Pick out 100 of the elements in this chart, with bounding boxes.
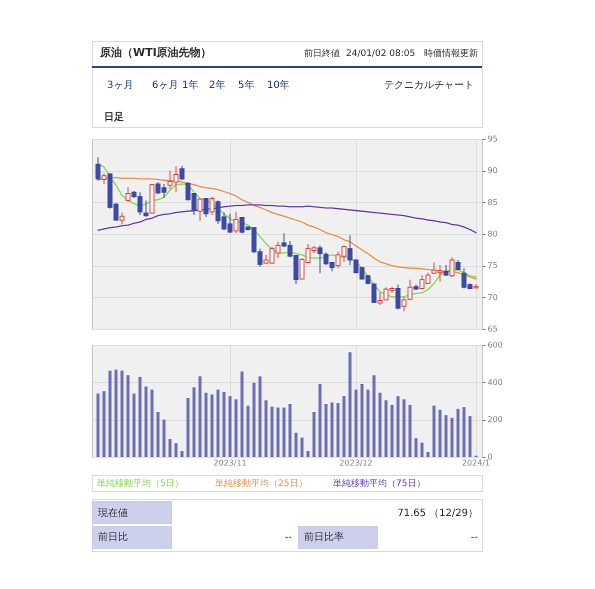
text: 単純移動平均（5日） xyxy=(97,478,184,489)
candlestick xyxy=(408,279,412,300)
candlestick xyxy=(210,196,214,216)
bar xyxy=(198,376,202,457)
candlestick xyxy=(102,172,106,184)
candlestick xyxy=(126,186,130,202)
y-tick-label: 200 xyxy=(488,415,503,424)
bar xyxy=(384,400,388,457)
bar xyxy=(396,396,400,457)
text: -- xyxy=(284,532,292,543)
bar xyxy=(342,396,346,457)
bar xyxy=(114,370,118,457)
bar xyxy=(348,352,352,457)
bar xyxy=(468,416,472,457)
y-tick-label: 0 xyxy=(488,452,493,462)
text: テクニカルチャート xyxy=(384,80,474,91)
y-tick-label: 70 xyxy=(488,292,498,302)
candlestick xyxy=(444,264,448,276)
text: 前日比 xyxy=(98,531,128,543)
text: 6ヶ月 xyxy=(152,80,178,91)
bar xyxy=(180,451,184,457)
bar xyxy=(204,392,208,457)
bar xyxy=(144,386,148,457)
candlestick xyxy=(96,156,100,181)
bar xyxy=(210,394,214,457)
bar xyxy=(330,402,334,457)
bar xyxy=(120,370,124,457)
bar xyxy=(372,375,376,457)
bar xyxy=(444,415,448,457)
bar xyxy=(354,390,358,457)
bar xyxy=(282,408,286,457)
text: 単純移動平均（75日） xyxy=(333,478,426,489)
bar xyxy=(258,376,262,457)
text: 71.65 （12/29） xyxy=(397,508,478,519)
text: 1年 xyxy=(182,79,198,91)
candlestick xyxy=(120,212,124,225)
bar xyxy=(432,406,436,457)
bar xyxy=(132,394,136,457)
bar xyxy=(186,398,190,457)
candlestick xyxy=(144,200,148,218)
chart-title: 原油（WTI原油先物） xyxy=(99,46,212,59)
bar xyxy=(264,400,268,457)
text: 10年 xyxy=(267,79,290,91)
bar xyxy=(300,438,304,457)
bar xyxy=(426,452,430,457)
bar xyxy=(366,390,370,457)
text: 2年 xyxy=(209,79,226,91)
bar xyxy=(234,399,238,457)
bar xyxy=(438,410,442,457)
bar xyxy=(246,406,250,457)
y-tick-label: 65 xyxy=(488,324,498,334)
bar xyxy=(216,390,220,457)
bar xyxy=(156,412,160,457)
bar xyxy=(108,370,112,457)
bar xyxy=(408,404,412,457)
bar xyxy=(462,407,466,457)
bar xyxy=(102,391,106,457)
text: 前日比率 xyxy=(304,531,344,543)
bar xyxy=(318,384,322,457)
text: 単純移動平均（25日） xyxy=(215,478,308,489)
bar xyxy=(288,404,292,457)
text: 時価情報更新 xyxy=(424,48,478,59)
bar xyxy=(96,394,100,457)
bar xyxy=(240,372,244,457)
bar xyxy=(360,384,364,457)
bar xyxy=(138,376,142,457)
text: 5年 xyxy=(238,79,254,91)
chart-subtitle: 日足 xyxy=(104,111,124,123)
y-tick-label: 90 xyxy=(488,166,498,176)
candlestick xyxy=(396,284,400,310)
y-tick-label: 95 xyxy=(488,134,498,144)
bar xyxy=(252,382,256,457)
text: -- xyxy=(470,532,478,543)
bar xyxy=(450,418,454,457)
bar xyxy=(192,387,196,457)
y-tick-label: 400 xyxy=(488,378,503,387)
y-tick-label: 75 xyxy=(488,261,498,270)
bar xyxy=(306,451,310,457)
text: 現在値 xyxy=(98,507,128,519)
bar xyxy=(312,412,316,457)
x-tick-label: 2023/12 xyxy=(339,458,373,468)
bar xyxy=(222,392,226,457)
candlestick xyxy=(234,211,238,234)
text: 24/01/02 08:05 xyxy=(346,49,416,59)
bar xyxy=(228,396,232,457)
candlestick xyxy=(450,256,454,278)
bar xyxy=(174,443,178,457)
text: 前日終値 xyxy=(304,48,340,59)
candlestick xyxy=(318,244,322,274)
text: 3ヶ月 xyxy=(107,80,134,91)
candlestick xyxy=(180,165,184,181)
y-tick-label: 85 xyxy=(488,198,498,207)
bar xyxy=(294,432,298,457)
x-tick-label: 2024/1 xyxy=(462,458,490,468)
bar xyxy=(402,399,406,457)
bar xyxy=(276,408,280,457)
x-tick-label: 2023/11 xyxy=(213,458,247,468)
bar xyxy=(150,390,154,457)
bar xyxy=(168,439,172,457)
y-tick-label: 600 xyxy=(488,340,503,350)
